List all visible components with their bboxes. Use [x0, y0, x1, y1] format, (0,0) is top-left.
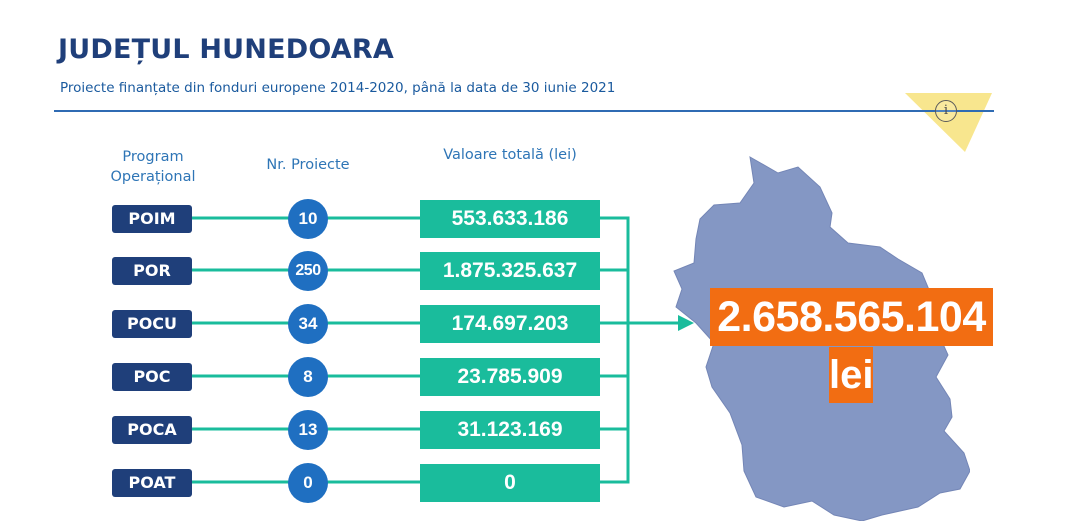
total-value-box: 31.123.169 [420, 411, 600, 449]
project-count-circle: 34 [288, 304, 328, 344]
program-row: POCU 34 174.697.203 [0, 304, 640, 344]
program-label-box: POR [112, 257, 192, 285]
project-count-circle: 0 [288, 463, 328, 503]
arrow-right-icon [678, 315, 694, 331]
grand-total-unit: lei [829, 347, 873, 403]
page-title: JUDEȚUL HUNEDOARA [58, 34, 394, 65]
column-header-program: Program Operațional [110, 149, 196, 185]
total-value-box: 0 [420, 464, 600, 502]
total-value-box: 23.785.909 [420, 358, 600, 396]
project-count-circle: 10 [288, 199, 328, 239]
info-icon[interactable]: i [935, 100, 957, 122]
column-header-total-value: Valoare totală (lei) [443, 147, 577, 163]
project-count-circle: 13 [288, 410, 328, 450]
column-header-nr-projects: Nr. Proiecte [266, 157, 350, 173]
total-value-box: 553.633.186 [420, 200, 600, 238]
program-row: POC 8 23.785.909 [0, 357, 640, 397]
grand-total-value: 2.658.565.104 [710, 288, 993, 346]
program-label-box: POCU [112, 310, 192, 338]
project-count-circle: 250 [288, 251, 328, 291]
title-divider [54, 110, 994, 112]
program-row: POCA 13 31.123.169 [0, 410, 640, 450]
program-label-box: POCA [112, 416, 192, 444]
total-value-box: 174.697.203 [420, 305, 600, 343]
program-label-box: POAT [112, 469, 192, 497]
program-label-box: POIM [112, 205, 192, 233]
total-value-box: 1.875.325.637 [420, 252, 600, 290]
program-label-box: POC [112, 363, 192, 391]
program-row: POAT 0 0 [0, 463, 640, 503]
program-row: POR 250 1.875.325.637 [0, 251, 640, 291]
program-row: POIM 10 553.633.186 [0, 199, 640, 239]
project-count-circle: 8 [288, 357, 328, 397]
page-subtitle: Proiecte finanțate din fonduri europene … [60, 80, 616, 96]
